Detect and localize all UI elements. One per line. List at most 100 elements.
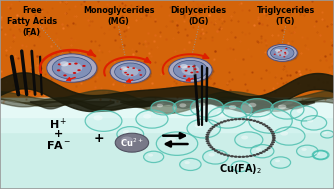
Circle shape [267,127,271,129]
Circle shape [270,130,274,133]
Circle shape [47,54,97,82]
Circle shape [194,68,197,70]
Text: Diglycerides
(DG): Diglycerides (DG) [171,6,227,26]
Circle shape [241,156,245,158]
Circle shape [208,106,246,128]
Circle shape [144,151,164,163]
Circle shape [234,156,238,158]
Circle shape [256,121,260,123]
Circle shape [148,154,153,156]
Circle shape [120,68,123,70]
Circle shape [271,46,294,60]
Circle shape [220,153,224,155]
Circle shape [63,74,67,76]
Circle shape [184,70,188,72]
Circle shape [230,119,234,121]
Text: Cu(FA)$_2$: Cu(FA)$_2$ [219,162,262,176]
Circle shape [209,128,213,130]
Circle shape [85,111,122,131]
Circle shape [60,61,69,66]
Circle shape [262,150,266,153]
Circle shape [220,121,224,123]
Circle shape [211,148,215,150]
Circle shape [253,154,257,156]
Circle shape [301,116,327,130]
Circle shape [115,63,146,81]
Text: Cu$^{2+}$: Cu$^{2+}$ [120,136,144,149]
Circle shape [205,134,209,136]
Text: +: + [93,132,104,145]
Circle shape [241,118,245,120]
Circle shape [279,55,281,56]
Circle shape [249,109,292,133]
Circle shape [259,114,270,120]
Circle shape [61,62,82,74]
Circle shape [297,145,318,157]
Circle shape [235,132,263,148]
Circle shape [208,153,215,156]
Circle shape [132,67,135,69]
Circle shape [278,104,287,109]
Circle shape [194,123,203,128]
Circle shape [271,157,291,168]
Text: Triglycerides
(TG): Triglycerides (TG) [257,6,315,26]
Circle shape [112,61,152,84]
Circle shape [208,129,212,132]
Circle shape [216,111,226,117]
Bar [0,98,334,117]
Circle shape [57,69,60,71]
Circle shape [235,163,240,166]
Circle shape [267,44,297,61]
Circle shape [264,125,268,127]
Circle shape [222,101,252,118]
Circle shape [208,144,212,146]
Circle shape [77,69,81,71]
Circle shape [122,67,139,77]
Circle shape [205,138,209,140]
Circle shape [269,45,299,62]
Circle shape [284,53,287,54]
Circle shape [324,132,327,134]
Circle shape [157,104,163,107]
Circle shape [271,141,275,143]
Circle shape [187,66,190,68]
Circle shape [121,136,133,143]
Circle shape [256,153,260,155]
Circle shape [223,153,227,156]
Circle shape [234,118,238,120]
Circle shape [48,55,99,83]
Circle shape [245,118,249,121]
Circle shape [206,132,210,134]
Circle shape [173,60,207,80]
Circle shape [126,74,129,75]
Circle shape [203,150,228,164]
Text: FA$^-$: FA$^-$ [46,139,71,151]
Circle shape [271,100,304,119]
Circle shape [123,130,130,134]
Circle shape [166,137,176,143]
Circle shape [316,152,320,155]
Circle shape [121,66,128,70]
Circle shape [136,110,168,128]
Circle shape [237,156,241,158]
Circle shape [274,54,276,55]
Circle shape [249,119,253,121]
Circle shape [226,119,230,122]
Circle shape [241,136,248,139]
Circle shape [256,148,262,151]
Circle shape [52,57,92,79]
Circle shape [237,118,241,120]
Circle shape [231,161,250,172]
Circle shape [209,146,213,148]
Circle shape [192,66,195,67]
Circle shape [183,75,186,77]
Circle shape [278,51,280,53]
Circle shape [270,143,274,146]
Text: +: + [54,129,63,139]
Circle shape [139,74,142,76]
Circle shape [280,131,288,136]
Circle shape [307,119,313,122]
Circle shape [217,122,221,125]
Bar [0,102,334,189]
Circle shape [284,52,286,53]
